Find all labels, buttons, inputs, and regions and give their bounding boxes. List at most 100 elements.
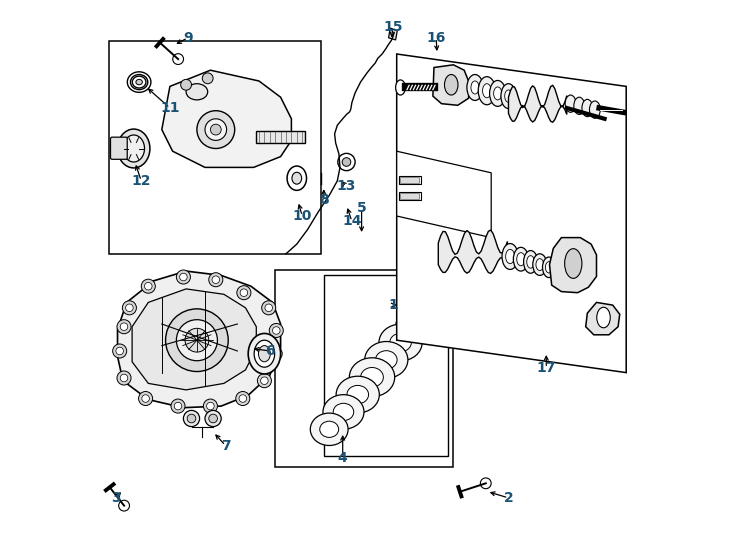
Circle shape [126,304,133,312]
Ellipse shape [471,81,479,94]
Ellipse shape [396,309,434,341]
Ellipse shape [347,386,368,404]
Ellipse shape [405,317,424,333]
Ellipse shape [248,333,280,374]
Ellipse shape [536,259,544,271]
Circle shape [480,478,491,489]
Circle shape [203,73,213,84]
Text: 12: 12 [131,174,151,188]
Text: 9: 9 [183,31,192,45]
Circle shape [117,320,131,334]
Text: 3: 3 [111,491,120,505]
Polygon shape [399,176,421,184]
Circle shape [120,323,128,330]
Ellipse shape [349,358,395,397]
Circle shape [181,79,192,90]
Circle shape [203,399,217,413]
Ellipse shape [564,248,582,279]
Ellipse shape [506,249,515,264]
Ellipse shape [565,95,576,112]
Ellipse shape [310,413,348,446]
Circle shape [265,304,272,312]
Circle shape [145,282,152,290]
Ellipse shape [574,97,584,114]
Ellipse shape [445,75,458,95]
Ellipse shape [292,172,302,184]
Circle shape [180,273,187,281]
Circle shape [205,119,227,140]
Circle shape [176,270,190,284]
Ellipse shape [554,264,562,274]
Circle shape [205,410,221,427]
Ellipse shape [333,403,354,421]
FancyBboxPatch shape [256,131,305,143]
Text: 5: 5 [357,201,366,215]
Ellipse shape [320,421,338,437]
Circle shape [240,289,247,296]
Ellipse shape [123,135,145,162]
Text: 11: 11 [160,101,180,115]
Circle shape [123,301,137,315]
Polygon shape [117,271,280,408]
Circle shape [139,392,153,406]
Ellipse shape [490,80,506,106]
Circle shape [211,124,221,135]
Circle shape [142,395,150,402]
Text: 2: 2 [504,491,513,505]
Text: 4: 4 [338,451,348,465]
Polygon shape [161,70,291,167]
Circle shape [237,286,251,300]
Text: 10: 10 [293,209,312,223]
Ellipse shape [127,72,151,92]
Circle shape [208,273,223,287]
Circle shape [212,276,219,284]
Circle shape [184,410,200,427]
Text: 7: 7 [221,438,230,453]
Ellipse shape [396,80,405,95]
Ellipse shape [589,101,600,118]
Ellipse shape [132,76,146,88]
Ellipse shape [379,324,422,361]
Polygon shape [132,289,256,390]
Circle shape [141,279,156,293]
Circle shape [116,347,123,355]
Bar [275,270,454,467]
Circle shape [272,350,279,357]
Circle shape [176,320,217,361]
Circle shape [272,327,280,334]
Ellipse shape [421,301,437,314]
Text: 13: 13 [337,179,356,193]
Ellipse shape [482,84,491,98]
Ellipse shape [505,90,512,102]
Ellipse shape [542,257,556,278]
Polygon shape [424,281,447,308]
Circle shape [117,371,131,385]
Circle shape [171,399,185,413]
Polygon shape [433,65,470,105]
Text: 15: 15 [383,20,403,34]
Ellipse shape [527,255,534,268]
Polygon shape [550,238,597,293]
Circle shape [236,392,250,406]
Text: 6: 6 [265,344,275,358]
Circle shape [269,323,283,338]
Circle shape [119,500,129,511]
Ellipse shape [323,395,364,429]
Ellipse shape [131,75,148,90]
Text: 8: 8 [319,193,329,207]
Polygon shape [586,302,619,335]
Text: 14: 14 [342,214,362,228]
Ellipse shape [336,376,379,413]
Ellipse shape [186,84,208,100]
Polygon shape [509,85,567,122]
Polygon shape [399,192,421,200]
Ellipse shape [376,350,397,369]
Ellipse shape [502,244,518,269]
Text: 1: 1 [388,298,398,312]
Ellipse shape [494,87,502,100]
Circle shape [197,111,235,148]
Ellipse shape [517,253,525,266]
Ellipse shape [360,368,383,387]
Circle shape [261,377,268,384]
Polygon shape [396,54,626,373]
